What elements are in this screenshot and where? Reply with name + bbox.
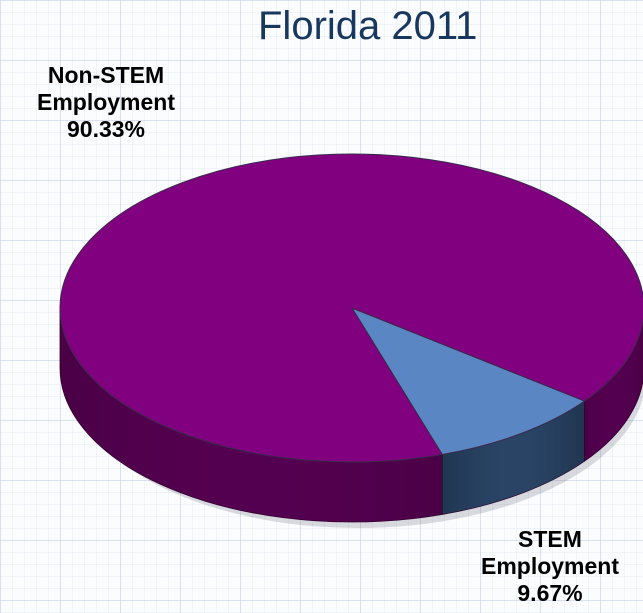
- pie-side-shade-1-0: [442, 401, 585, 515]
- data-label-non-stem: Non-STEM Employment 90.33%: [0, 62, 212, 143]
- pie-side-shade-0-0: [60, 308, 443, 522]
- data-label-non-stem-line2: Employment: [36, 89, 176, 115]
- data-label-stem: STEM Employment 9.67%: [460, 526, 640, 607]
- pie-slice-0: [59, 153, 643, 463]
- data-label-stem-line2: Employment: [480, 553, 620, 579]
- data-label-non-stem-line1: Non-STEM: [47, 62, 165, 88]
- data-label-stem-line1: STEM: [518, 526, 582, 552]
- chart-title: Florida 2011: [258, 4, 478, 48]
- data-label-non-stem-pct: 90.33%: [66, 116, 145, 142]
- pie-slice-1: [350, 306, 586, 456]
- pie-side-shade-0-1: [584, 320, 643, 462]
- data-label-stem-pct: 9.67%: [517, 580, 583, 606]
